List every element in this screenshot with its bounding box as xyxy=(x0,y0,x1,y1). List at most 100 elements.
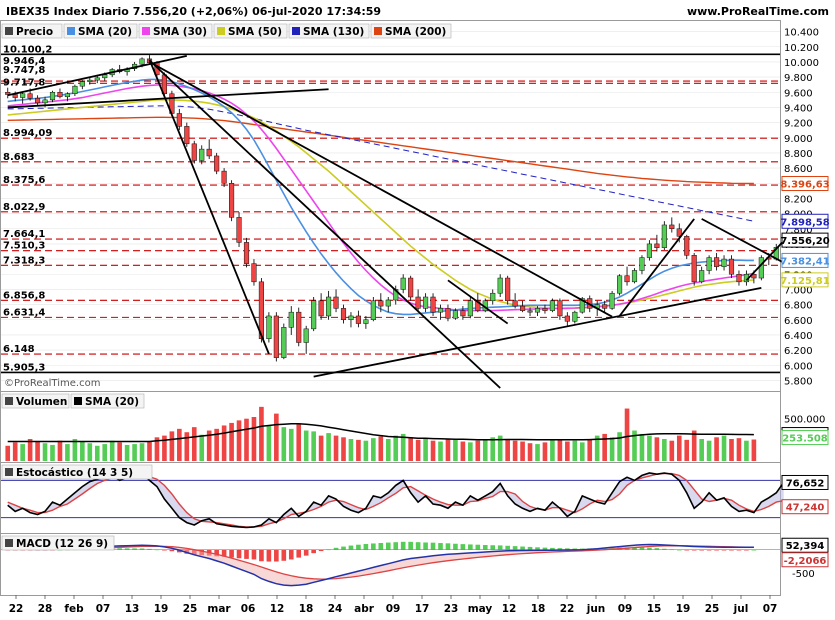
macd-histogram-bar xyxy=(751,549,757,551)
volume-bar xyxy=(5,445,11,461)
macd-histogram-bar xyxy=(550,547,555,550)
trend-line xyxy=(745,240,785,281)
volume-bar xyxy=(654,437,660,461)
candle xyxy=(102,74,108,79)
candle xyxy=(258,281,264,339)
candle xyxy=(430,296,436,313)
candle xyxy=(736,274,742,283)
macd-histogram-bar xyxy=(147,548,152,550)
volume-bar xyxy=(706,440,712,461)
price-legend-label: SMA (50) xyxy=(228,26,282,38)
macd-histogram-bar xyxy=(408,541,413,550)
x-tick-label: 19 xyxy=(676,603,691,615)
candle xyxy=(251,263,257,283)
candle xyxy=(728,258,735,275)
macd-histogram-bar xyxy=(482,545,488,550)
x-tick-label: 17 xyxy=(415,603,430,615)
price-badge-box xyxy=(781,232,829,248)
candle xyxy=(333,296,339,309)
volume-bar xyxy=(676,435,682,461)
x-tick-label: 15 xyxy=(647,603,662,615)
macd-histogram-bar xyxy=(229,549,234,558)
volume-bar xyxy=(296,423,302,461)
macd-badge-box xyxy=(781,552,829,568)
volume-bar xyxy=(117,442,122,461)
volume-bar xyxy=(624,408,630,461)
macd-histogram-bar xyxy=(400,541,406,550)
volume-bar xyxy=(453,439,458,461)
x-tick-label: 09 xyxy=(618,603,633,615)
volume-bar xyxy=(639,433,645,461)
macd-legend-label: MACD (12 26 9) xyxy=(16,538,108,550)
price-legend-box xyxy=(138,23,213,39)
volume-legend-label: SMA (20) xyxy=(85,396,139,408)
volume-bar xyxy=(527,443,533,461)
stoch-legend-swatch xyxy=(5,468,13,476)
candle xyxy=(236,217,242,243)
stoch-legend-box xyxy=(1,464,153,480)
candle xyxy=(706,257,712,271)
volume-bar xyxy=(72,439,78,461)
volume-bar xyxy=(490,437,496,461)
macd-histogram-bar xyxy=(415,542,421,550)
volume-bar xyxy=(147,441,152,461)
macd-histogram-bar xyxy=(654,548,660,550)
candle xyxy=(87,79,93,82)
volume-bar xyxy=(460,441,466,461)
candle xyxy=(460,310,466,317)
macd-legend-box xyxy=(1,535,115,551)
macd-histogram-bar xyxy=(512,546,518,550)
volume-bar xyxy=(341,437,346,461)
level-label: 6.631,4 xyxy=(3,307,45,318)
volume-bar xyxy=(557,439,563,461)
volume-bar xyxy=(177,428,182,461)
volume-bar xyxy=(729,439,734,461)
macd-histogram-bar xyxy=(460,544,466,550)
volume-badge-box xyxy=(781,430,829,446)
volume-bar xyxy=(438,441,443,461)
trend-line xyxy=(149,61,613,318)
volume-bar xyxy=(318,435,324,461)
volume-bar xyxy=(311,431,316,461)
macd-histogram-bar xyxy=(662,548,667,550)
macd-histogram-bar xyxy=(259,549,264,562)
candle xyxy=(311,300,317,330)
candle xyxy=(303,328,309,343)
x-tick-label: 06 xyxy=(241,603,256,615)
macd-line xyxy=(7,543,754,587)
macd-histogram-bar xyxy=(169,549,175,552)
macd-histogram-bar xyxy=(139,548,145,550)
trend-line xyxy=(313,287,762,378)
stoch-badge-box xyxy=(781,474,829,490)
candle xyxy=(699,270,705,283)
stoch-badge: 76,652 xyxy=(786,478,825,489)
macd-legend-swatch xyxy=(5,539,13,547)
volume-bar xyxy=(94,445,100,461)
candle xyxy=(758,257,764,279)
macd-histogram-bar xyxy=(385,542,391,550)
x-tick-label: 25 xyxy=(705,603,720,615)
macd-badge: -2,2066 xyxy=(784,556,827,567)
price-tick-label: 6.600 xyxy=(784,316,813,327)
macd-histogram-bar xyxy=(639,547,645,550)
candle xyxy=(221,170,227,184)
macd-histogram-bar xyxy=(288,549,294,560)
level-label: 10.100,2 xyxy=(3,44,52,55)
candle xyxy=(639,257,645,271)
candle xyxy=(602,304,608,309)
price-tick-label: 10.000 xyxy=(784,58,819,69)
volume-bar xyxy=(505,439,510,461)
level-label: 9.747,8 xyxy=(3,65,45,76)
level-label: 6.856,8 xyxy=(3,290,45,301)
macd-histogram-bar xyxy=(132,548,137,550)
candle xyxy=(281,327,287,358)
price-badge: 8.396,63 xyxy=(780,180,829,191)
price-tick-label: 8.200 xyxy=(784,194,813,205)
macd-histogram-bar xyxy=(311,549,316,554)
price-tick-label: 9.000 xyxy=(784,134,813,145)
volume-bar xyxy=(579,442,585,461)
volume-bar xyxy=(587,439,593,461)
macd-signal-line xyxy=(7,545,754,580)
level-label: 8.683 xyxy=(3,152,35,163)
macd-histogram-bar xyxy=(423,542,428,550)
